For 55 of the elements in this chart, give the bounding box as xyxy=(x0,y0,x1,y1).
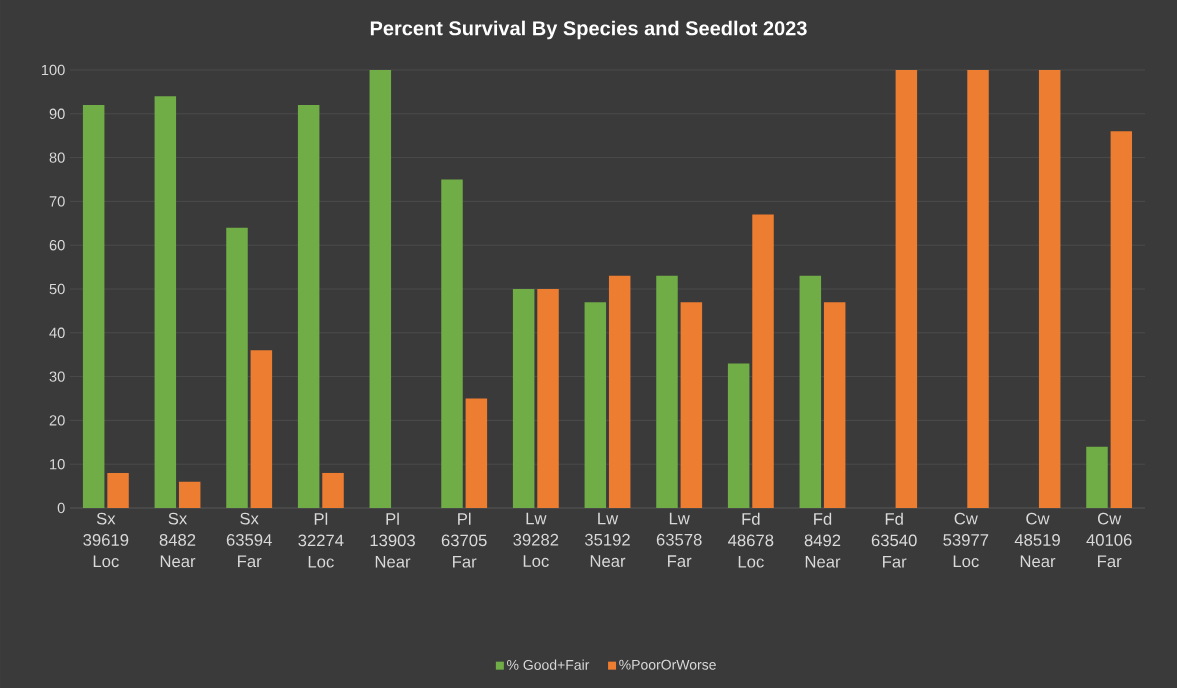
y-tick-label: 100 xyxy=(41,64,65,76)
bar xyxy=(823,302,846,508)
bar xyxy=(967,69,989,508)
y-tick-label: 20 xyxy=(49,415,65,426)
x-tick-label: Lw 35192 Near xyxy=(584,512,630,567)
bar xyxy=(656,275,678,508)
y-tick-label: 60 xyxy=(49,240,65,251)
x-tick-label: Fd 48678 Loc xyxy=(728,512,774,568)
y-tick-label: 40 xyxy=(49,327,65,338)
bar xyxy=(297,105,320,508)
y-tick-label: 70 xyxy=(49,196,65,207)
x-tick-label: Fd 8492 Near xyxy=(804,512,841,568)
bar xyxy=(752,214,774,508)
bar xyxy=(1038,69,1061,508)
bar xyxy=(895,69,918,508)
bar xyxy=(441,179,463,508)
x-tick-label: Pl 13903 Near xyxy=(370,512,415,568)
chart-title: Percent Survival By Species and Seedlot 2023 xyxy=(370,20,807,40)
legend-label: %PoorOrWorse xyxy=(619,659,716,670)
y-tick-label: 80 xyxy=(49,152,65,163)
bar xyxy=(154,96,177,508)
bar xyxy=(584,302,607,508)
bar xyxy=(250,350,273,508)
bar xyxy=(82,105,105,508)
bar xyxy=(1110,131,1133,508)
bar xyxy=(107,472,129,508)
bar xyxy=(727,363,750,508)
y-tick-label: 50 xyxy=(49,283,65,295)
bar xyxy=(322,472,344,508)
x-tick-label: Fd 63540 Far xyxy=(871,512,917,568)
bar xyxy=(1086,446,1108,508)
x-tick-label: Lw 39282 Loc xyxy=(513,512,559,567)
legend-label: % Good+Fair xyxy=(507,659,590,670)
x-tick-label: Cw 53977 Loc xyxy=(943,512,989,568)
bar xyxy=(465,398,488,508)
bar xyxy=(512,288,535,508)
bar xyxy=(369,69,392,508)
x-tick-label: Cw 48519 Near xyxy=(1014,512,1060,568)
y-tick-label: 0 xyxy=(57,502,65,514)
x-tick-label: Pl 32274 Loc xyxy=(298,512,344,568)
y-tick-label: 30 xyxy=(49,371,65,382)
bar xyxy=(608,275,631,508)
x-tick-label: Lw 63578 Far xyxy=(656,512,702,567)
x-tick-label: Sx 39619 Loc xyxy=(83,512,129,568)
x-tick-label: Sx 63594 Far xyxy=(226,512,272,568)
bar xyxy=(680,302,703,508)
bar xyxy=(226,227,248,508)
bar xyxy=(537,288,559,508)
x-tick-label: Pl 63705 Far xyxy=(441,512,487,568)
y-tick-label: 90 xyxy=(49,108,65,119)
bar xyxy=(178,481,201,508)
x-tick-label: Sx 8482 Near xyxy=(159,512,196,568)
bar xyxy=(799,275,822,508)
y-tick-label: 10 xyxy=(50,459,65,470)
x-tick-label: Cw 40106 Far xyxy=(1086,512,1132,568)
